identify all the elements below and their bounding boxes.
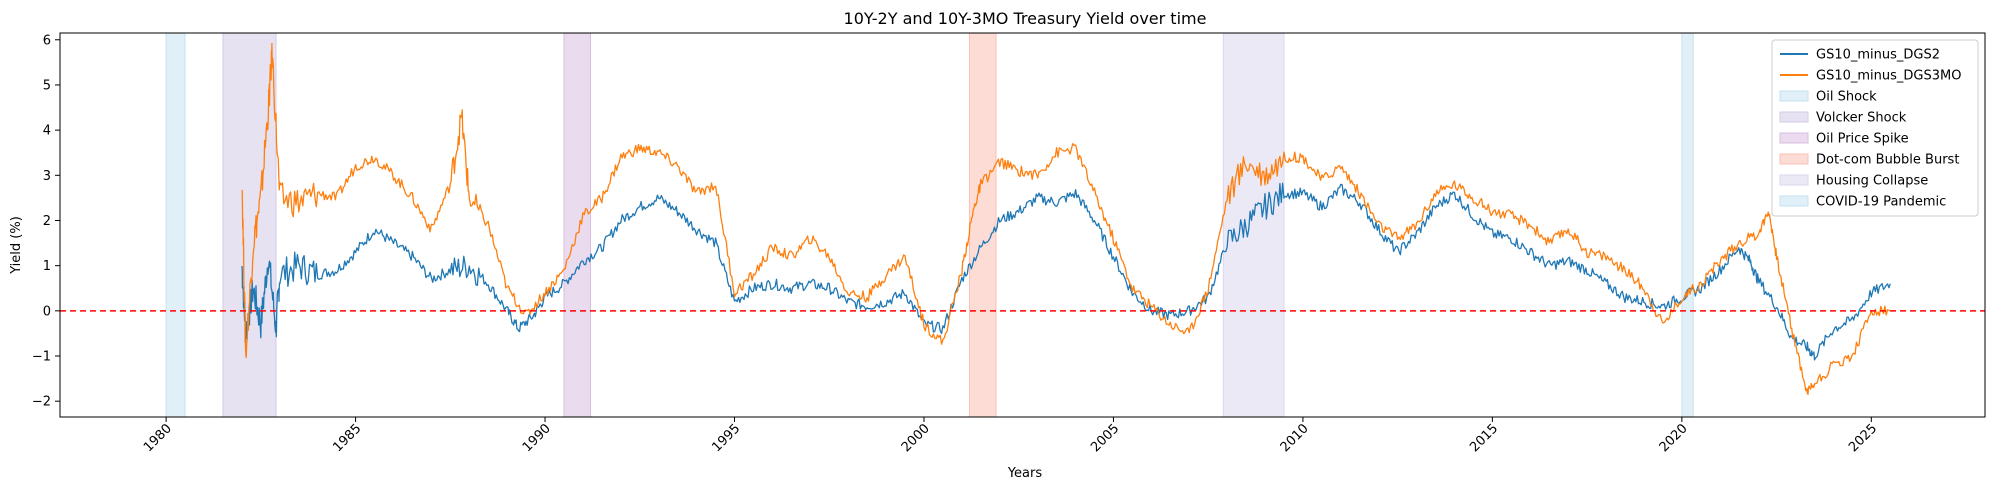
x-tick-label-9: 2025 (1846, 421, 1880, 455)
x-axis-label: Years (1007, 466, 1043, 481)
shaded-period-3 (968, 32, 997, 418)
legend-swatch-7 (1779, 195, 1809, 207)
plot-area-frame (59, 32, 1986, 418)
y-tick-label-1: −1 (32, 350, 51, 365)
legend-box (1771, 39, 1979, 217)
y-axis-ticks: −2 −1 0 1 2 3 4 5 6 (32, 33, 60, 410)
shaded-period-4 (1222, 32, 1285, 418)
shaded-period-0 (165, 32, 186, 418)
legend-label-7: COVID-19 Pandemic (1816, 195, 1946, 210)
x-axis-ticks: 1980 1985 1990 1995 2000 2005 2010 2015 2020 2025 (141, 417, 1880, 455)
legend-label-6: Housing Collapse (1816, 174, 1928, 189)
shaded-period-2 (563, 32, 592, 418)
legend-swatch-4 (1779, 132, 1809, 144)
shaded-period-1 (222, 32, 277, 418)
legend-label-2: Oil Shock (1816, 90, 1877, 105)
legend-swatch-3 (1779, 111, 1809, 123)
series-lines (241, 42, 1891, 395)
x-tick-label-3: 1995 (709, 421, 743, 455)
legend: GS10_minus_DGS2 GS10_minus_DGS3MO Oil Shoc… (1771, 39, 1979, 217)
shaded-periods (165, 32, 1694, 418)
x-tick-label-6: 2010 (1278, 421, 1312, 455)
legend-label-5: Dot-com Bubble Burst (1816, 153, 1959, 168)
y-tick-label-7: 5 (43, 78, 51, 93)
y-tick-label-4: 2 (43, 214, 51, 229)
x-tick-label-2: 1990 (520, 421, 554, 455)
y-tick-label-2: 0 (43, 304, 51, 319)
y-tick-label-6: 4 (43, 124, 51, 139)
y-tick-label-5: 3 (43, 169, 51, 184)
legend-swatch-6 (1779, 174, 1809, 186)
x-tick-label-8: 2020 (1657, 421, 1691, 455)
chart-title: 10Y-2Y and 10Y-3MO Treasury Yield over t… (844, 9, 1207, 28)
legend-swatch-2 (1779, 90, 1809, 102)
legend-label-4: Oil Price Spike (1816, 132, 1909, 147)
y-tick-label-3: 1 (43, 259, 51, 274)
legend-swatch-5 (1779, 153, 1809, 165)
x-tick-label-5: 2005 (1088, 421, 1122, 455)
legend-label-3: Volcker Shock (1816, 111, 1907, 126)
x-tick-label-0: 1980 (141, 421, 175, 455)
y-tick-label-0: −2 (32, 395, 51, 410)
shaded-period-5 (1681, 32, 1694, 418)
legend-label-1: GS10_minus_DGS3MO (1816, 69, 1961, 84)
y-axis-label: Yield (%) (9, 216, 24, 275)
x-tick-label-4: 2000 (899, 421, 933, 455)
x-tick-label-7: 2015 (1467, 421, 1501, 455)
series-line-1 (241, 42, 1891, 395)
x-tick-label-1: 1985 (330, 421, 364, 455)
series-line-0 (241, 182, 1891, 361)
y-tick-label-8: 6 (43, 33, 51, 48)
legend-label-0: GS10_minus_DGS2 (1816, 48, 1940, 63)
